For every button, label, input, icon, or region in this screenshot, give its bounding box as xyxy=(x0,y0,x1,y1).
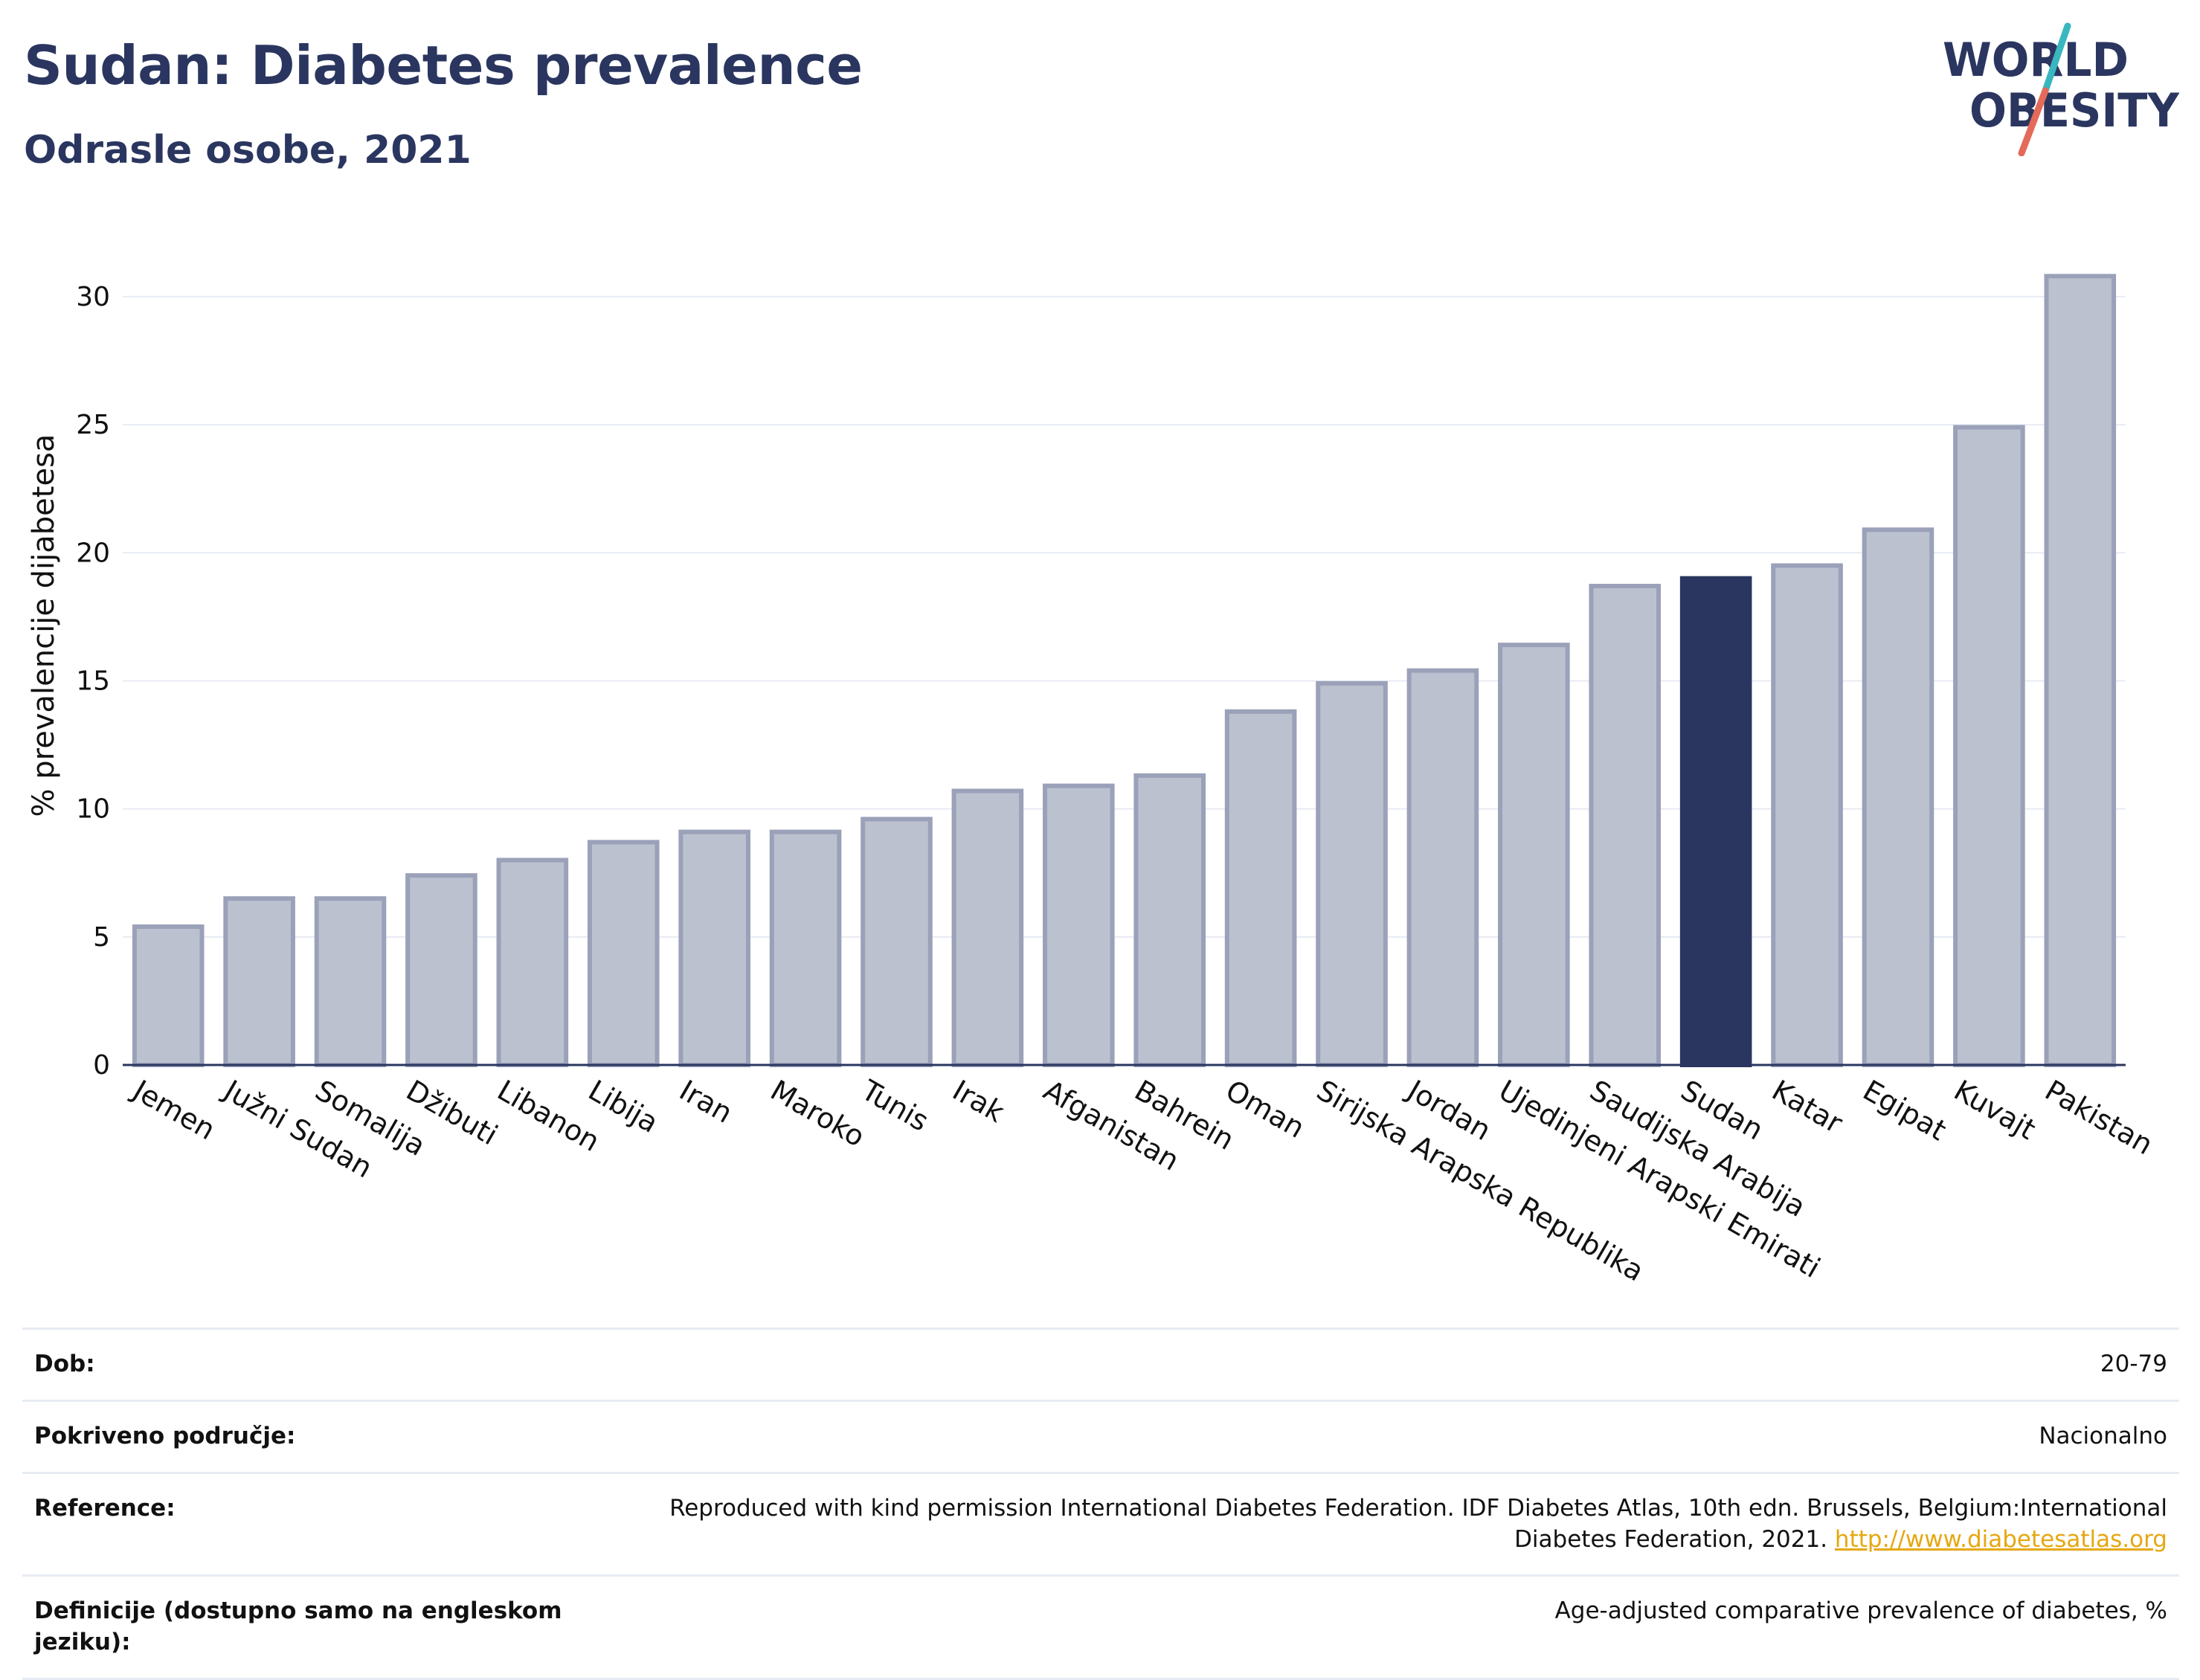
bar-sudan xyxy=(1679,576,1752,1067)
y-tick-label: 30 xyxy=(76,282,110,312)
bar-ujedinjeni-arapski-emirati xyxy=(1498,643,1570,1067)
bar-iran xyxy=(678,829,750,1068)
world-obesity-logo: WORLD OBESITY xyxy=(1943,22,2180,156)
bar-saudijska-arabija xyxy=(1589,584,1662,1067)
y-tick-label: 0 xyxy=(93,1050,110,1081)
bar-irak xyxy=(951,788,1024,1068)
bar-tunis xyxy=(861,817,933,1068)
x-tick-label: Katar xyxy=(1766,1074,1848,1140)
bar-bahrein xyxy=(1133,773,1206,1067)
metadata-row: Reference: Reproduced with kind permissio… xyxy=(22,1473,2179,1576)
x-tick-label: Libanon xyxy=(492,1074,605,1158)
logo-slash-bottom xyxy=(2018,87,2049,156)
bar-južni-sudan xyxy=(223,896,295,1067)
bars xyxy=(132,274,2117,1068)
metadata-key: Reference: xyxy=(34,1494,176,1522)
y-axis-label: % prevalencije dijabetesa xyxy=(27,434,61,817)
page-subtitle: Odrasle osobe, 2021 xyxy=(24,128,472,173)
logo-line1: WORLD xyxy=(1943,33,2129,87)
bar-maroko xyxy=(769,829,842,1068)
bar-jemen xyxy=(132,924,205,1067)
metadata-key: Dob: xyxy=(34,1351,95,1377)
y-axis-ticks: 0 5 10 15 20 25 30 xyxy=(76,282,110,1081)
metadata-row: Definicije (dostupno samo na engleskom j… xyxy=(22,1575,2179,1679)
logo-line2: OBESITY xyxy=(1969,83,2180,138)
x-tick-label: Maroko xyxy=(765,1074,871,1153)
x-tick-label: Kuvajt xyxy=(1949,1074,2041,1146)
bar-afganistan xyxy=(1043,783,1115,1067)
x-tick-label: Jemen xyxy=(126,1073,221,1147)
bar-egipat xyxy=(1862,527,1934,1067)
x-tick-label: Iran xyxy=(674,1074,738,1130)
bar-libija xyxy=(587,840,660,1068)
metadata-value-text: Nacionalno xyxy=(2039,1422,2167,1449)
metadata-row: Dob: 20-79 xyxy=(22,1328,2179,1401)
metadata-value-text: Age-adjusted comparative prevalence of d… xyxy=(1554,1597,2167,1625)
bar-džibuti xyxy=(405,873,477,1067)
y-tick-label: 20 xyxy=(76,538,110,568)
metadata-value: Reproduced with kind permission Internat… xyxy=(582,1473,2179,1576)
metadata-row: Pokriveno područje: Nacionalno xyxy=(22,1400,2179,1473)
metadata-key: Definicije (dostupno samo na engleskom j… xyxy=(34,1597,562,1656)
metadata-value: Nacionalno xyxy=(582,1400,2179,1473)
bar-oman xyxy=(1224,709,1297,1067)
bar-pakistan xyxy=(2044,274,2117,1068)
metadata-value: Age-adjusted comparative prevalence of d… xyxy=(582,1576,2179,1679)
bar-jordan xyxy=(1406,668,1479,1067)
x-tick-label: Irak xyxy=(947,1074,1009,1129)
bar-sirijska-arapska-republika xyxy=(1316,680,1388,1067)
y-tick-label: 10 xyxy=(76,794,110,825)
y-tick-label: 25 xyxy=(76,410,110,440)
metadata-key: Pokriveno područje: xyxy=(34,1422,296,1449)
x-tick-label: Egipat xyxy=(1857,1074,1952,1148)
bar-katar xyxy=(1771,563,1843,1067)
metadata-value-text: 20-79 xyxy=(2100,1351,2167,1377)
reference-link[interactable]: http://www.diabetesatlas.org xyxy=(1834,1525,2167,1553)
bar-libanon xyxy=(496,857,569,1067)
metadata-table: Dob: 20-79 Pokriveno područje: Nacionalno Re… xyxy=(22,1327,2179,1680)
y-tick-label: 15 xyxy=(76,666,110,696)
bar-kuvajt xyxy=(1953,425,2025,1067)
metadata-value-text: Reproduced with kind permission Internat… xyxy=(669,1494,2167,1553)
logo-slash-top xyxy=(2042,22,2071,94)
metadata-value: 20-79 xyxy=(582,1329,2179,1401)
bar-somalija xyxy=(314,896,387,1067)
page-title: Sudan: Diabetes prevalence xyxy=(24,34,863,97)
y-tick-label: 5 xyxy=(93,922,110,953)
x-tick-label: Pakistan xyxy=(2039,1074,2158,1162)
